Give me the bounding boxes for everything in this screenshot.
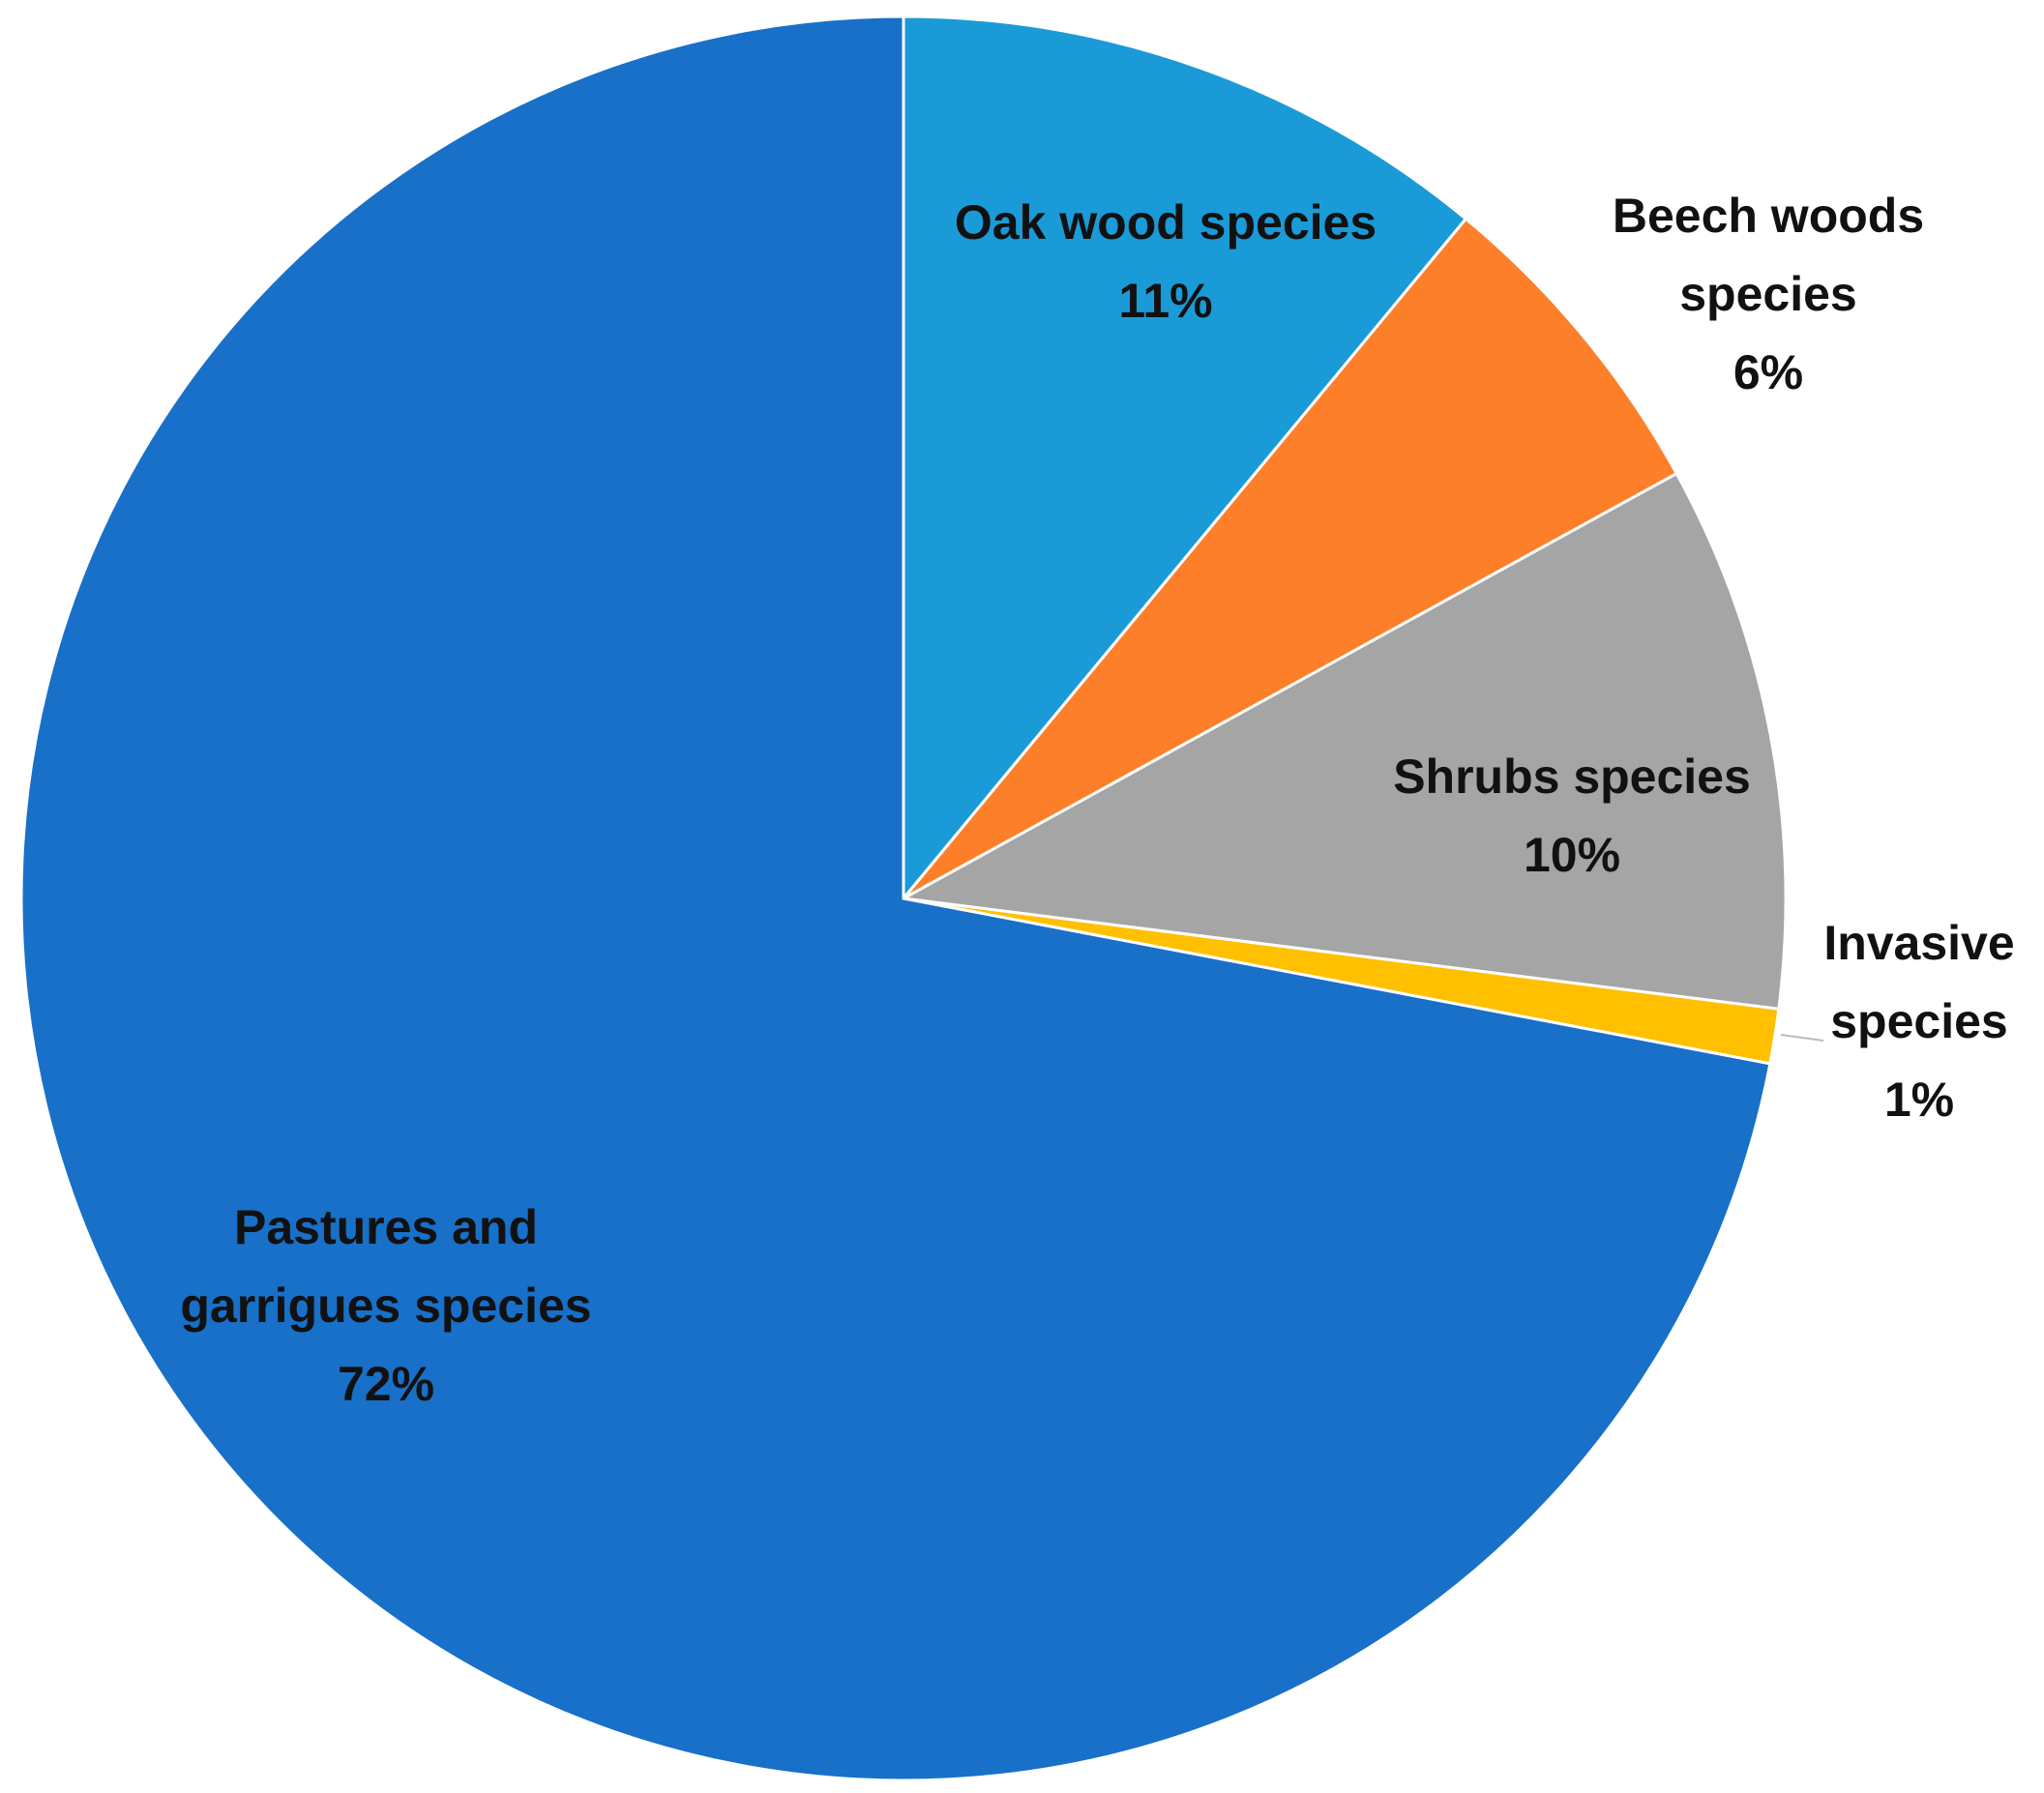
slice-label: Oak wood species	[954, 195, 1377, 250]
slice-label: Beech woods species	[1612, 189, 1925, 321]
slice-label: Shrubs species	[1393, 750, 1751, 804]
slice-label: Pastures and garrigues species	[180, 1200, 592, 1333]
pie-slice	[899, 471, 1788, 1011]
value-label: 10%	[1523, 828, 1621, 882]
value-label: 11%	[1118, 274, 1213, 328]
value-label: 72%	[337, 1357, 435, 1411]
pie-slice	[902, 217, 1679, 900]
pie-slice	[902, 15, 1468, 903]
pie-slice	[19, 15, 1772, 1782]
value-label: 1%	[1883, 1073, 1955, 1127]
slice-label: Invasive species	[1823, 916, 2015, 1048]
value-label: 6%	[1733, 345, 1804, 399]
leader-line	[1780, 1034, 1824, 1042]
